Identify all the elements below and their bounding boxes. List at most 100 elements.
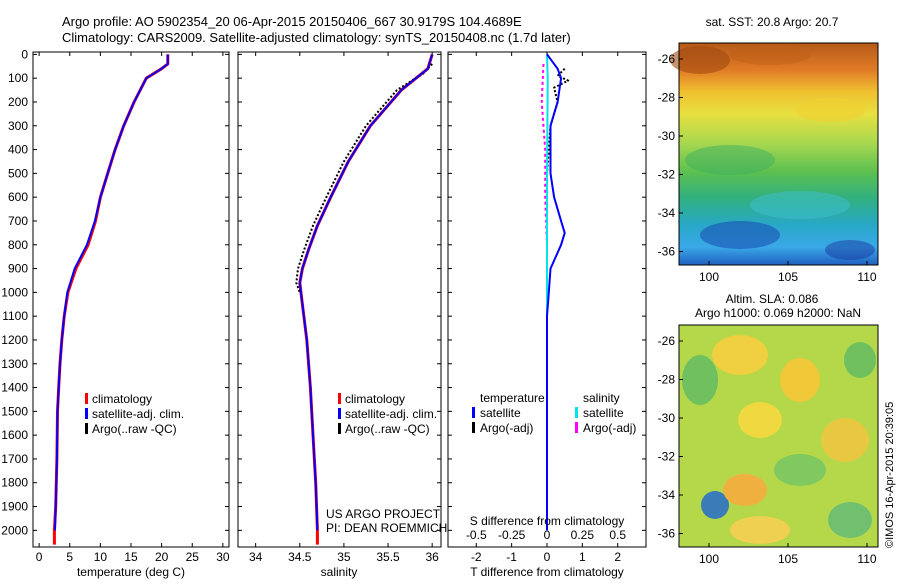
legend-label-satellite: satellite-adj. clim. — [345, 407, 437, 421]
x2-tick-label: 0 — [544, 528, 551, 542]
x-tick-label: 0 — [544, 550, 551, 564]
sla-patch — [738, 402, 782, 438]
map-x-tick-label: 110 — [857, 552, 876, 566]
legend-label-satellite: satellite-adj. clim. — [92, 407, 184, 421]
legend-swatch-argo — [85, 423, 88, 434]
salinity-difference-xlabel: S difference from climatology — [470, 514, 625, 528]
x-tick-label: 34 — [249, 550, 263, 564]
salinity-argo-line — [295, 63, 433, 293]
legend-label-argo: Argo(..raw -QC) — [92, 422, 177, 436]
sla-map-title1: Altim. SLA: 0.086 — [726, 292, 819, 306]
legend-label-t-argo: Argo(-adj) — [480, 421, 533, 435]
depth-tick-label: 1400 — [1, 381, 28, 395]
legend-label-s-satellite: satellite — [583, 406, 624, 420]
depth-tick-label: 100 — [8, 71, 28, 85]
x2-tick-label: -0.5 — [466, 528, 487, 542]
temperature-legend: climatology satellite-adj. clim. Argo(..… — [85, 392, 184, 436]
x-tick-label: 20 — [155, 550, 169, 564]
temperature-climatology-line — [52, 54, 170, 545]
sla-patch — [774, 454, 826, 486]
map-y-tick-label: -34 — [658, 488, 676, 502]
sla-patch — [780, 358, 820, 402]
map-y-tick-label: -28 — [658, 373, 676, 387]
sla-patch — [730, 516, 790, 544]
legend-swatch-climatology — [338, 393, 341, 404]
header-line2: Climatology: CARS2009. Satellite-adjuste… — [62, 30, 571, 45]
x-tick-label: 0 — [36, 550, 43, 564]
map-x-tick-label: 100 — [699, 270, 719, 284]
depth-tick-label: 500 — [8, 166, 28, 180]
series-layer — [52, 53, 570, 545]
legend-label-s-argo: Argo(-adj) — [583, 421, 636, 435]
depth-tick-label: 1600 — [1, 428, 28, 442]
map-y-tick-label: -30 — [658, 411, 676, 425]
depth-tick-label: 2000 — [1, 523, 28, 537]
sst-patch — [700, 221, 780, 249]
x-tick-label: 34.5 — [288, 550, 312, 564]
x-tick-label: 36 — [425, 550, 439, 564]
map-y-tick-label: -28 — [658, 91, 676, 105]
sla-patch — [712, 335, 768, 375]
legend-swatch-satellite — [85, 408, 88, 419]
legend-swatch-argo — [338, 423, 341, 434]
map-y-tick-label: -34 — [658, 206, 676, 220]
map-y-tick-label: -30 — [658, 129, 676, 143]
x-tick-label: 25 — [186, 550, 200, 564]
credits-line1: US ARGO PROJECT — [326, 507, 441, 521]
depth-tick-label: 200 — [8, 95, 28, 109]
x-tick-label: 5 — [66, 550, 73, 564]
sst-map — [670, 42, 879, 266]
map-y-tick-label: -32 — [658, 168, 676, 182]
legend-swatch-t-satellite — [472, 407, 475, 418]
map-x-tick-label: 110 — [857, 270, 876, 284]
sla-patch — [682, 355, 718, 405]
map-y-tick-label: -36 — [658, 245, 676, 259]
temperature-xlabel: temperature (deg C) — [77, 565, 185, 579]
sla-patch — [828, 502, 872, 538]
x-tick-label: 2 — [614, 550, 621, 564]
legend-label-climatology: climatology — [92, 392, 152, 406]
sla-patch — [701, 491, 729, 519]
s-satellite-difference-line — [546, 54, 549, 531]
map-y-tick-label: -32 — [658, 450, 676, 464]
temperature-satellite-line — [54, 54, 169, 531]
header-line1: Argo profile: AO 5902354_20 06-Apr-2015 … — [62, 14, 522, 29]
x-tick-label: 35.5 — [376, 550, 400, 564]
sst-patch — [730, 45, 810, 65]
sla-map-title2: Argo h1000: 0.069 h2000: NaN — [695, 306, 861, 320]
difference-legend: temperature salinity satellite Argo(-adj… — [472, 391, 636, 435]
legend-swatch-t-argo — [472, 422, 475, 433]
x-tick-label: -1 — [506, 550, 517, 564]
salinity-legend: climatology satellite-adj. clim. Argo(..… — [338, 392, 437, 436]
sst-map-title: sat. SST: 20.8 Argo: 20.7 — [706, 15, 839, 29]
sla-map — [678, 324, 879, 548]
depth-tick-label: 1000 — [1, 285, 28, 299]
imos-watermark: ©IMOS 16-Apr-2015 20:39:05 — [884, 402, 896, 548]
legend-label-climatology: climatology — [345, 392, 405, 406]
depth-tick-label: 600 — [8, 190, 28, 204]
depth-axis-ticks: 0 100 200 300 400 500 600 700 800 900 1000 1100 1200… — [1, 47, 646, 537]
sst-patch — [750, 191, 850, 219]
map-y-tick-label: -26 — [658, 52, 676, 66]
sst-map-ticks: 100 105 110 -26 -28 -30 -32 -34 -36 — [658, 52, 877, 284]
x2-tick-label: 0.25 — [571, 528, 595, 542]
salinity-difference-axis-ticks: -0.5 -0.25 0 0.25 0.5 — [466, 528, 626, 542]
salinity-panel-frame — [237, 51, 442, 548]
x2-tick-label: 0.5 — [609, 528, 626, 542]
sst-map-frame — [678, 42, 879, 266]
depth-tick-label: 0 — [21, 47, 28, 61]
credits-line2: PI: DEAN ROEMMICH — [326, 521, 447, 535]
salinity-axis-ticks: 34 34.5 35 35.5 36 — [249, 52, 439, 564]
legend-label-argo: Argo(..raw -QC) — [345, 422, 430, 436]
temperature-axis-ticks: 0 5 10 15 20 25 30 — [36, 52, 230, 564]
legend-swatch-s-satellite — [575, 407, 578, 418]
sst-patch — [685, 145, 775, 175]
x-tick-label: 35 — [337, 550, 351, 564]
x2-tick-label: -0.25 — [498, 528, 526, 542]
depth-tick-label: 1200 — [1, 333, 28, 347]
depth-tick-label: 900 — [8, 262, 28, 276]
sst-patch — [795, 98, 865, 122]
x-tick-label: -2 — [471, 550, 482, 564]
